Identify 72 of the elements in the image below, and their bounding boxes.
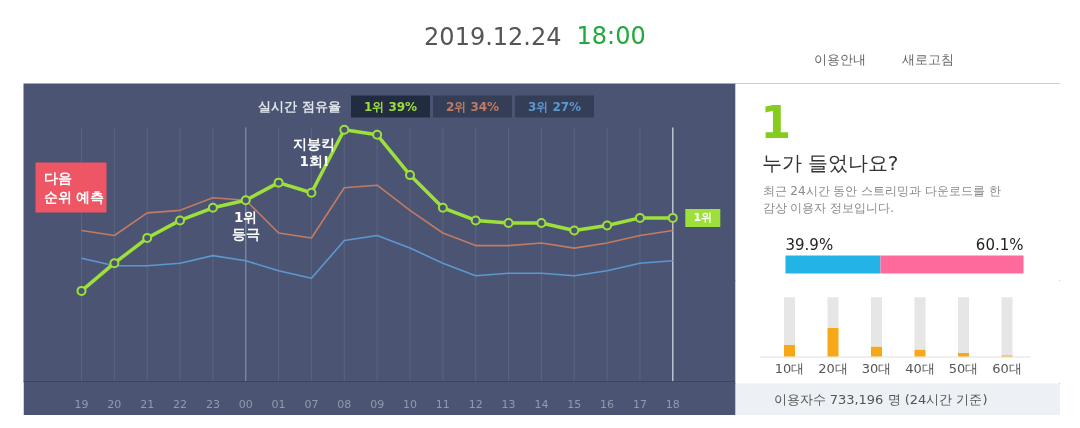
annotation: 1위 등극: [231, 209, 260, 243]
point: [175, 215, 186, 226]
point: [470, 215, 481, 226]
x-tick-label: 23: [205, 397, 220, 411]
x-tick-label: 18: [665, 397, 680, 411]
text: 이용안내: [813, 52, 866, 67]
bar: [871, 346, 882, 357]
annotation: 다음 순위 예측: [43, 169, 105, 205]
x-tick-label: 01: [271, 397, 286, 411]
bar: [827, 328, 839, 357]
series-label: 1위 39%: [363, 99, 418, 114]
x-tick-label: 50대: [948, 361, 979, 376]
text: 3위 27%: [527, 99, 582, 114]
point: [142, 233, 153, 244]
text: 1: [760, 97, 792, 148]
x-tick-label: 11: [435, 397, 450, 411]
x-tick-label: 20대: [818, 361, 848, 376]
x-tick-label: 19: [74, 397, 89, 411]
bar: [784, 344, 795, 357]
x-tick-label: 14: [534, 397, 549, 411]
chart-title: 누가 들었나요?: [761, 150, 899, 175]
x-tick-label: 10대: [774, 361, 805, 376]
x-tick-label: 17: [632, 397, 647, 411]
x-tick-label: 12: [468, 397, 483, 411]
point: [405, 170, 415, 181]
bar: [827, 297, 839, 329]
point: [109, 258, 120, 269]
annotation: 1위: [693, 211, 713, 225]
x-tick-label: 21: [140, 397, 155, 411]
x-tick-label: 10: [403, 397, 417, 411]
x-tick-label: 15: [567, 397, 582, 411]
point: [437, 202, 448, 213]
x-tick-label: 00: [238, 397, 253, 411]
data-label: 60.1%: [975, 235, 1024, 254]
x-tick-label: 20: [107, 397, 122, 411]
chart-subtitle: 최근 24시간 동안 스트리밍과 다운로드를 한 감상 이용자 정보입니다.: [762, 183, 1001, 215]
text: 2019.12.24 18:00: [424, 21, 646, 51]
bar: [784, 297, 795, 345]
point: [503, 217, 514, 228]
annotation: 지붕킥 1회!: [293, 135, 336, 169]
x-tick-label: 07: [304, 397, 319, 411]
x-tick-label: 13: [501, 397, 516, 411]
point: [76, 285, 87, 296]
data-label: 39.9%: [785, 235, 834, 254]
bar: [871, 297, 882, 347]
point: [372, 129, 383, 140]
point: [602, 220, 613, 231]
x-tick-label: 16: [600, 397, 615, 411]
bar: [1001, 297, 1013, 356]
text: 2위 34%: [445, 99, 500, 114]
x-tick-label: 40대: [905, 361, 935, 376]
x-tick-label: 60대: [992, 361, 1022, 376]
point: [667, 212, 678, 223]
point: [569, 225, 580, 236]
point: [273, 177, 284, 188]
legend-title: 실시간 점유율: [257, 99, 341, 114]
x-tick-label: 22: [173, 397, 188, 411]
x-tick-label: 09: [370, 397, 385, 411]
bar: [914, 297, 926, 350]
x-tick-label: 30대: [861, 361, 892, 376]
text: 새로고침: [901, 52, 954, 67]
point: [634, 212, 645, 223]
bar: [958, 352, 969, 357]
point: [306, 187, 317, 198]
point: [207, 202, 218, 213]
bar: [958, 297, 969, 353]
x-tick-label: 08: [337, 397, 352, 411]
bar: [914, 349, 926, 357]
point: [240, 195, 251, 206]
point: [536, 217, 547, 228]
text: 이용자수 733,196 명 (24시간 기준): [773, 392, 988, 407]
point: [339, 124, 350, 135]
